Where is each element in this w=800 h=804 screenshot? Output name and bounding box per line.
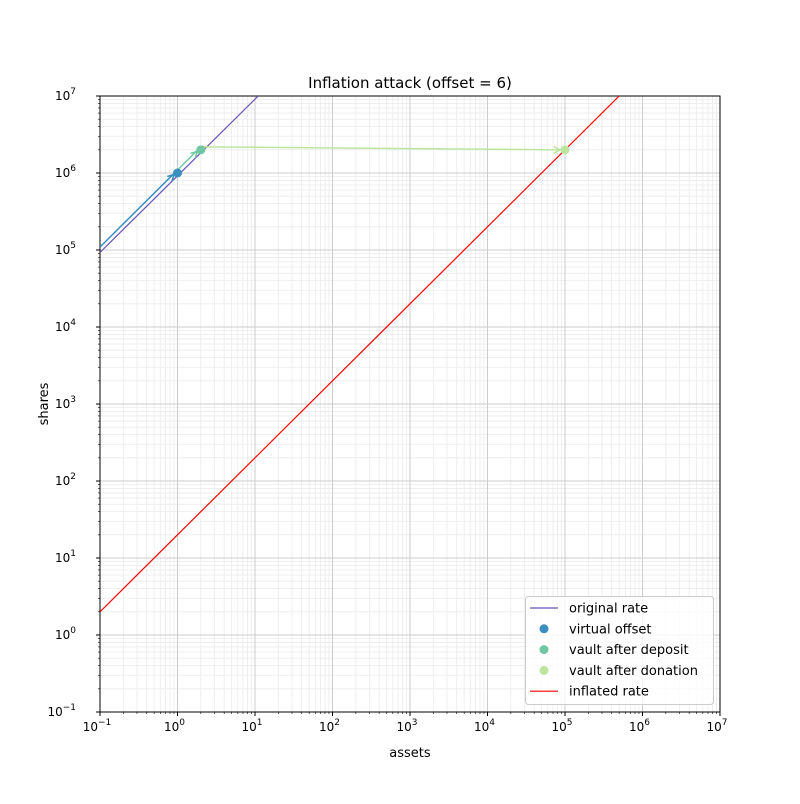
legend-label: original rate bbox=[569, 602, 648, 617]
x-tick-label: 106 bbox=[629, 718, 650, 734]
legend-label: virtual offset bbox=[569, 622, 651, 637]
x-tick-label: 103 bbox=[396, 718, 417, 734]
legend: original rate virtual offset vault after d… bbox=[525, 596, 714, 705]
legend-swatch-point bbox=[539, 665, 549, 675]
x-tick-label: 105 bbox=[551, 718, 572, 734]
legend-box bbox=[525, 596, 714, 705]
y-tick-label: 103 bbox=[55, 395, 76, 411]
y-tick-label: 102 bbox=[55, 472, 76, 488]
y-axis-label: shares bbox=[37, 382, 52, 425]
y-tick-label: 10−1 bbox=[47, 703, 76, 719]
y-tick-label: 104 bbox=[55, 318, 76, 334]
y-tick-label: 101 bbox=[55, 549, 76, 565]
y-tick-label: 100 bbox=[55, 626, 76, 642]
x-tick-label: 104 bbox=[474, 718, 495, 734]
legend-swatch-point bbox=[539, 624, 549, 634]
inflated-rate-line bbox=[100, 96, 620, 613]
vault-after-deposit-point bbox=[196, 145, 206, 155]
x-tick-label: 107 bbox=[706, 718, 727, 734]
x-tick-label: 101 bbox=[241, 718, 262, 734]
x-tick-label: 102 bbox=[319, 718, 340, 734]
arrow bbox=[200, 146, 562, 151]
x-tick-label: 100 bbox=[164, 718, 185, 734]
legend-label: vault after deposit bbox=[569, 643, 689, 658]
plot-area bbox=[100, 96, 620, 613]
legend-label: vault after donation bbox=[569, 664, 698, 679]
arrow bbox=[100, 172, 176, 248]
y-tick-label: 105 bbox=[55, 241, 76, 257]
chart-title: Inflation attack (offset = 6) bbox=[308, 74, 512, 92]
legend-label: inflated rate bbox=[569, 685, 649, 700]
y-tick-label: 106 bbox=[55, 164, 76, 180]
legend-swatch-point bbox=[539, 645, 549, 655]
arrow-head bbox=[553, 145, 562, 154]
virtual-offset-point bbox=[173, 168, 182, 178]
arrow bbox=[176, 149, 199, 171]
x-axis-label: assets bbox=[389, 746, 431, 761]
y-tick-label: 107 bbox=[55, 87, 76, 103]
x-tick-label: 10−1 bbox=[83, 718, 112, 734]
marks bbox=[100, 96, 620, 613]
vault-after-donation-point bbox=[560, 145, 570, 155]
